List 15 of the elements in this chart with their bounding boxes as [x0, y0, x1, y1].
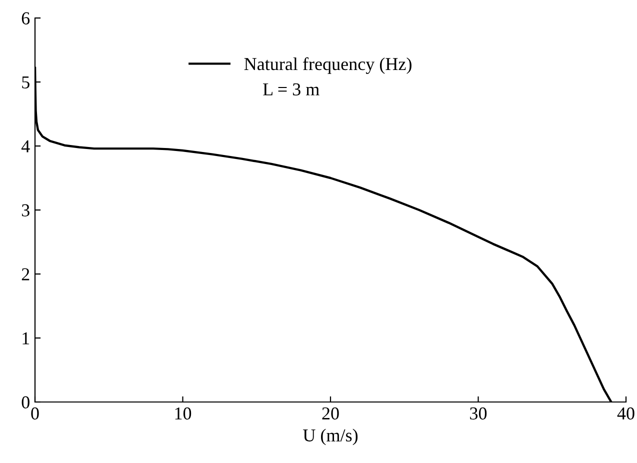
legend-label: Natural frequency (Hz): [244, 57, 412, 74]
x-tick-label: 10: [175, 407, 192, 420]
x-tick-label: 0: [31, 407, 39, 420]
y-tick-label: 0: [22, 396, 30, 408]
y-tick-label: 1: [22, 332, 30, 344]
annotation: L = 3 m: [263, 83, 320, 96]
y-tick-label: 3: [22, 204, 30, 216]
x-tick-label: 40: [617, 407, 634, 420]
x-axis-title: U (m/s): [303, 428, 358, 446]
y-tick-label: 4: [21, 140, 30, 152]
y-tick-label: 2: [22, 268, 30, 280]
y-tick-label: 5: [22, 76, 30, 88]
x-tick-label: 30: [470, 407, 487, 420]
x-tick-label: 20: [322, 407, 339, 420]
y-tick-label: 6: [22, 12, 30, 24]
